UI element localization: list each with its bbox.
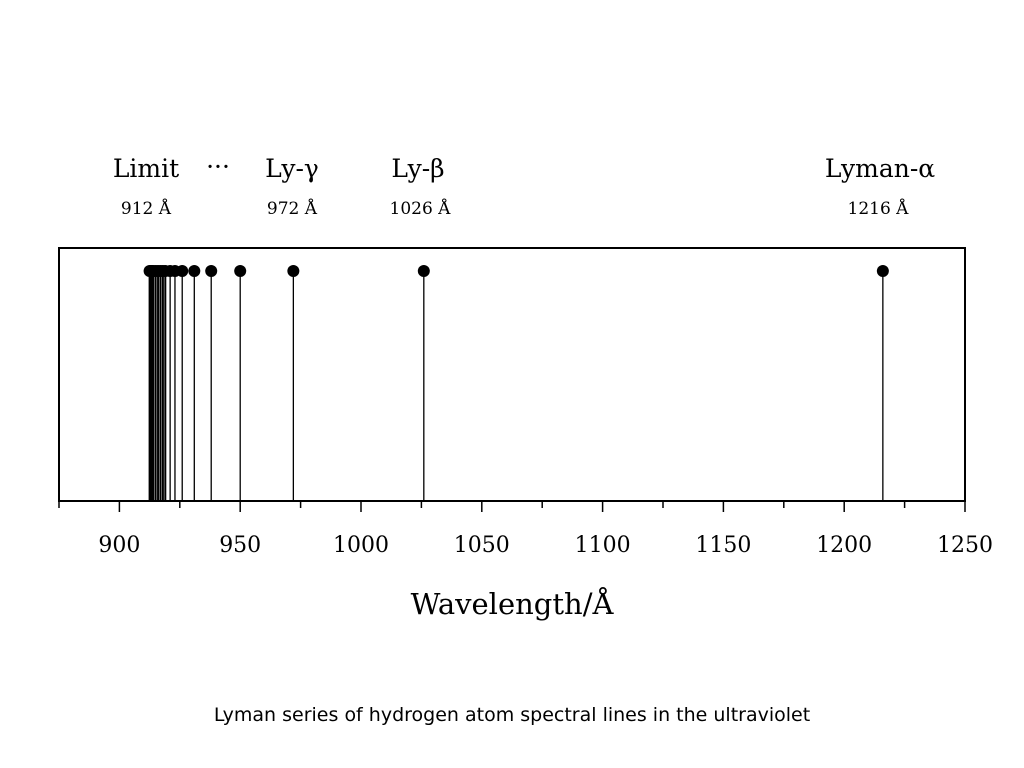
- line-annotations: Limit 912 Å ··· Ly-γ 972 Å Ly-β 1026 Å L…: [113, 152, 935, 219]
- x-tick-label: 1100: [575, 533, 631, 558]
- ly-beta-wavelength-label: 1026 Å: [390, 198, 452, 219]
- line-marker-dot: [188, 265, 201, 277]
- x-tick-label: 900: [98, 533, 140, 558]
- limit-label: Limit: [113, 154, 179, 183]
- ly-gamma-wavelength-label: 972 Å: [267, 198, 318, 219]
- line-marker-dot: [205, 265, 218, 277]
- ly-gamma-label: Ly-γ: [265, 154, 319, 183]
- plot-frame: [58, 247, 966, 502]
- line-marker-dot: [417, 265, 430, 277]
- figure-caption: Lyman series of hydrogen atom spectral l…: [213, 704, 811, 726]
- x-tick-label: 1250: [937, 533, 993, 558]
- x-tick-label: 1200: [816, 533, 872, 558]
- spectral-lines: [148, 271, 884, 501]
- line-marker-dot: [234, 265, 247, 277]
- line-marker-dot: [287, 265, 300, 277]
- ellipsis-label: ···: [206, 152, 230, 181]
- x-axis-ticks: [58, 501, 966, 512]
- line-marker-dot: [143, 265, 156, 277]
- x-axis-tick-labels: 900 950 1000 1050 1100 1150 1200 1250: [98, 533, 993, 558]
- limit-wavelength-label: 912 Å: [121, 198, 172, 219]
- line-markers: [143, 265, 889, 277]
- x-axis-title: Wavelength/Å: [411, 586, 615, 621]
- line-marker-dot: [876, 265, 889, 277]
- lyman-alpha-wavelength-label: 1216 Å: [848, 198, 910, 219]
- x-tick-label: 1000: [333, 533, 389, 558]
- lyman-alpha-label: Lyman-α: [825, 154, 935, 183]
- x-tick-label: 1050: [454, 533, 510, 558]
- x-tick-label: 1150: [695, 533, 751, 558]
- x-tick-label: 950: [219, 533, 261, 558]
- ly-beta-label: Ly-β: [391, 154, 444, 183]
